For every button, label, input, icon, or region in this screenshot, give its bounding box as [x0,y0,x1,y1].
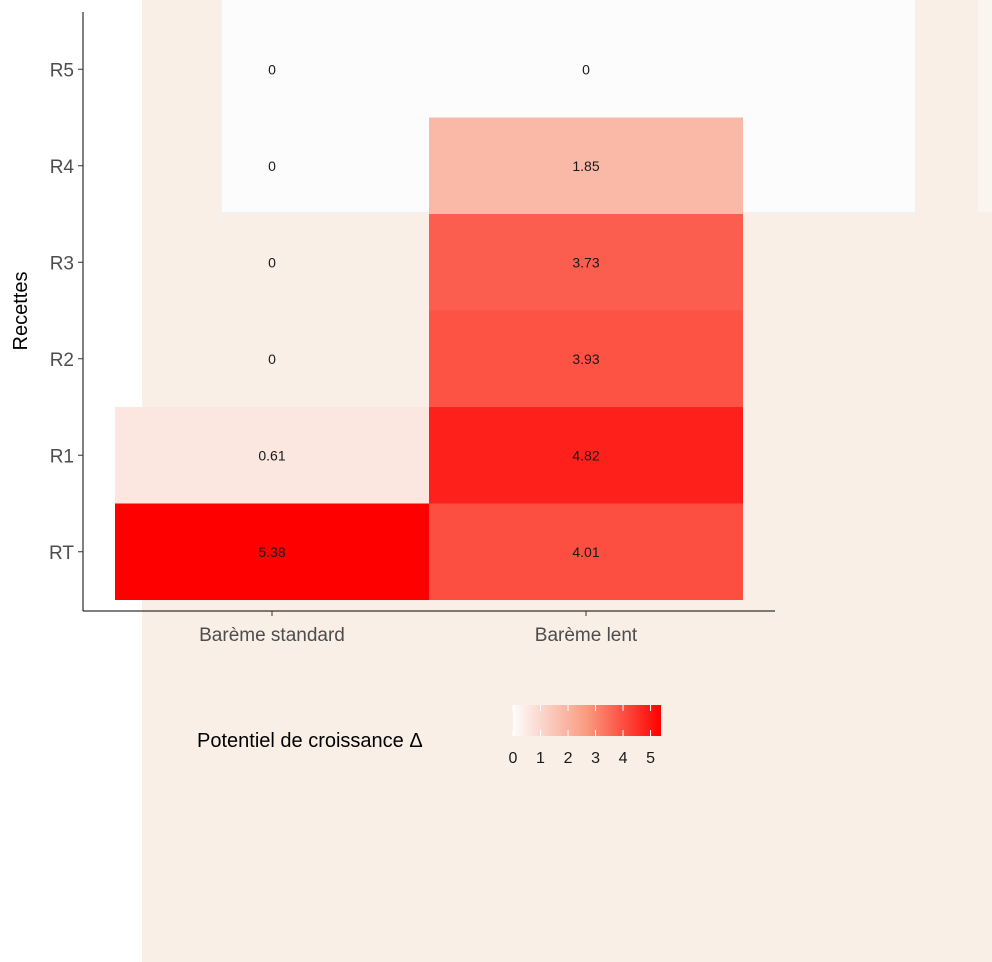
heatmap-cell-R2-1 [429,310,743,407]
y-tick-label-R1: R1 [50,446,74,467]
cell-value-label-R4-0: 0 [268,158,276,174]
cell-value-label-R1-0: 0.61 [258,447,285,463]
x-tick-label-1: Barème lent [535,625,638,646]
heatmap-cell-RT-0 [115,503,429,600]
legend-tick-label-4: 4 [619,750,628,767]
heatmap-cell-R4-1 [429,117,743,214]
x-axis-ticks: Barème standard Barème lent [199,611,638,646]
cell-value-label-R2-0: 0 [268,351,276,367]
cell-value-label-RT-0: 5.38 [258,544,285,560]
cell-value-label-R5-0: 0 [268,61,276,77]
legend-ticks: 0 1 2 3 4 5 [509,705,655,767]
cell-value-label-R3-0: 0 [268,254,276,270]
heatmap-cell-R1-0 [115,407,429,504]
cell-value-label-R5-1: 0 [582,61,590,77]
y-axis-ticks: RT R1 R2 R3 R4 R5 [49,60,83,564]
y-axis-title: Recettes [10,272,32,351]
cell-value-label-R1-1: 4.82 [572,447,599,463]
cell-value-label-R2-1: 3.93 [572,351,599,367]
cell-value-label-R4-1: 1.85 [572,158,599,174]
heatmap-cell-RT-1 [429,503,743,600]
legend: Potentiel de croissance Δ 0 1 2 3 4 5 [197,705,661,767]
legend-tick-label-2: 2 [564,750,573,767]
legend-tick-label-0: 0 [509,750,518,767]
cell-value-label-R3-1: 3.73 [572,254,599,270]
y-tick-label-R4: R4 [50,157,75,178]
heatmap-cell-labels: 5.38 4.01 0.61 4.82 0 3.93 0 3.73 0 1.85 0 0 [258,61,599,560]
x-tick-label-0: Barème standard [199,625,345,646]
axes [82,12,775,612]
y-tick-label-R2: R2 [50,350,74,371]
heatmap-cell-R1-1 [429,407,743,504]
cell-value-label-RT-1: 4.01 [572,544,599,560]
y-tick-label-RT: RT [49,543,74,564]
legend-tick-label-3: 3 [591,750,600,767]
legend-tick-label-1: 1 [536,750,545,767]
heatmap-cells [115,117,743,600]
background-panel-strip [978,0,992,212]
legend-title: Potentiel de croissance Δ [197,730,423,752]
y-tick-label-R3: R3 [50,253,74,274]
legend-tick-label-5: 5 [646,750,655,767]
y-tick-label-R5: R5 [50,60,74,81]
heatmap-cell-R3-1 [429,214,743,311]
legend-colorbar [513,705,661,736]
